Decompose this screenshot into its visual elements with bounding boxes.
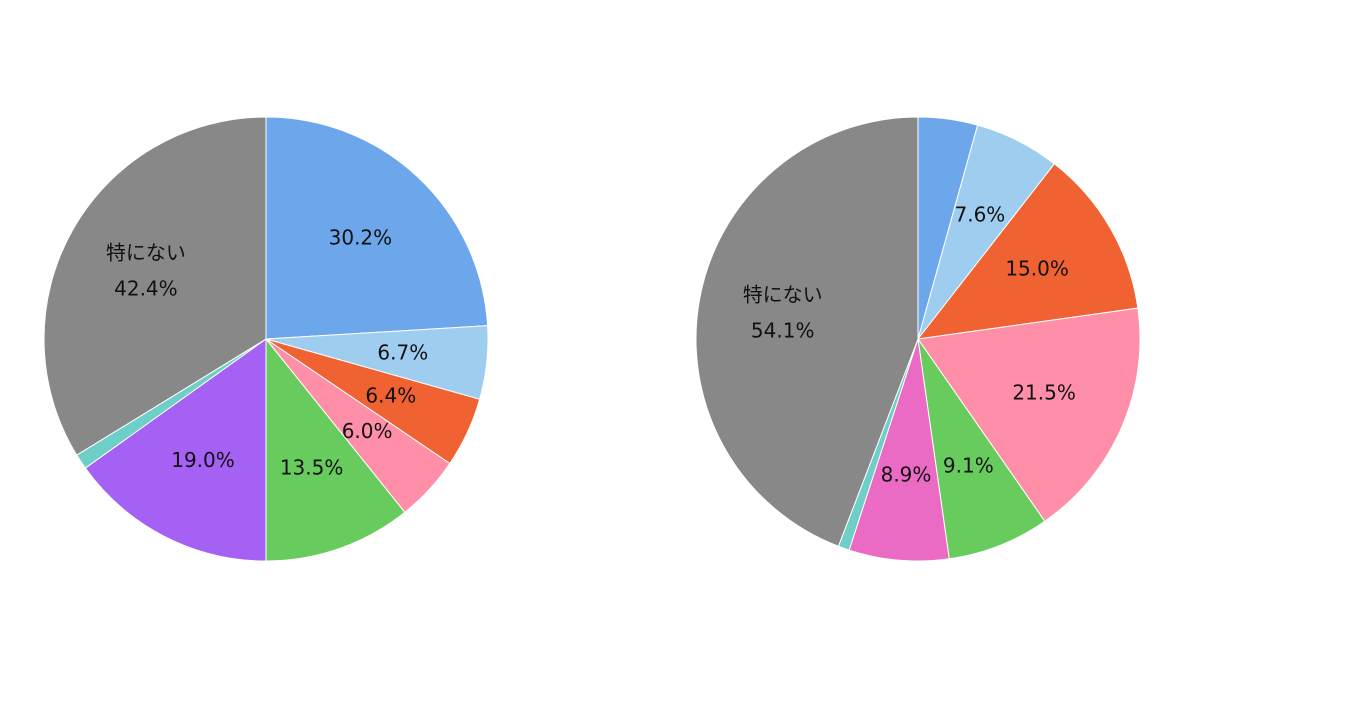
pie-slice bbox=[695, 116, 919, 547]
slice-label: 8.9% bbox=[881, 463, 932, 487]
slice-label: 6.0% bbox=[342, 419, 393, 443]
slice-label: 30.2% bbox=[329, 225, 393, 249]
slice-label: 54.1% bbox=[751, 318, 815, 342]
slice-label: 21.5% bbox=[1012, 381, 1076, 405]
pie-slice bbox=[916, 163, 1139, 340]
pie-slice bbox=[265, 337, 406, 562]
slice-label: 特にない bbox=[743, 282, 823, 306]
pie-chart-left: 30.2% 6.7% 6.4% 6.0% 13.5% 19.0% 特にない 42.4% bbox=[43, 116, 489, 562]
slice-label: 9.1% bbox=[943, 454, 994, 478]
slice-label: 13.5% bbox=[280, 455, 344, 479]
pie-slice bbox=[265, 116, 489, 340]
slice-label: 6.4% bbox=[365, 384, 416, 408]
pie-slice bbox=[917, 338, 1046, 560]
slice-label: 19.0% bbox=[171, 448, 235, 472]
slice-label: 42.4% bbox=[114, 276, 178, 300]
slice-label: 特にない bbox=[106, 240, 186, 264]
pie-slice bbox=[43, 116, 267, 456]
pie-slice bbox=[848, 338, 950, 562]
pie-slice bbox=[917, 307, 1141, 522]
slice-label: 15.0% bbox=[1005, 257, 1069, 281]
pie-slice bbox=[84, 338, 267, 562]
slice-label: 7.6% bbox=[954, 203, 1005, 227]
pie-chart-right: 7.6% 15.0% 21.5% 9.1% 8.9% 特にない 54.1% bbox=[695, 116, 1141, 562]
slice-label: 6.7% bbox=[377, 340, 428, 364]
